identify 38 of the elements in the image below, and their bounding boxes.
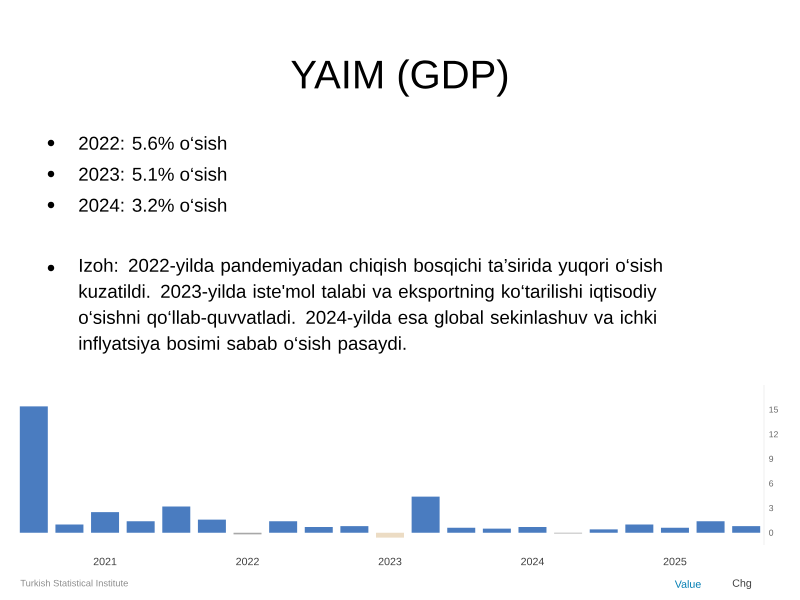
text: Value — [674, 580, 701, 588]
y-tick-label: 6 — [769, 480, 774, 487]
bar — [340, 526, 368, 533]
bar — [732, 526, 760, 533]
bar — [20, 406, 48, 533]
bar — [304, 526, 333, 533]
y-tick-label: 3 — [769, 505, 774, 512]
bar — [55, 524, 84, 533]
x-tick-label: 2023 — [378, 558, 402, 566]
bar — [518, 526, 546, 533]
y-tick-label: 9 — [769, 456, 774, 462]
y-tick-label: 12 — [769, 431, 778, 438]
bar — [91, 512, 120, 533]
text: 2024: 3.2% o‘sish — [79, 198, 226, 212]
bar — [660, 528, 689, 533]
x-tick-label: 2025 — [664, 558, 686, 566]
text: Chg — [732, 579, 752, 589]
text: Izoh: 2022-yilda pandemiyadan chiqish bosqichi ta’sirida yuqori o‘sish kuzatildi. 2023-yilda iste'mol talabi va eksportning ko‘tarilishi iqtisodiy o‘sishni qo‘llab-quvvatladi. 2024-yilda esa global sekinlashuv va ichki inflyatsiya bosimi sabab o‘sish pasaydi. — [79, 258, 662, 354]
bar — [162, 506, 190, 533]
y-tick-label: 0 — [769, 530, 774, 536]
bar — [376, 532, 404, 538]
bar — [696, 521, 725, 533]
text: 2023: 5.1% o‘sish — [79, 167, 226, 181]
text: Turkish Statistical Institute — [20, 580, 128, 586]
x-tick-label: 2022 — [236, 558, 259, 566]
bar — [126, 521, 155, 533]
text: 2022: 5.6% o‘sish — [79, 136, 226, 150]
bar — [198, 520, 226, 533]
bar — [447, 528, 476, 533]
x-tick-label: 2024 — [521, 558, 544, 566]
bar — [482, 528, 511, 533]
x-tick-label: 2021 — [94, 558, 116, 566]
bar — [412, 496, 440, 533]
y-tick-label: 15 — [769, 406, 778, 413]
bar — [590, 529, 618, 533]
bar — [269, 521, 298, 533]
chart-title: YAIM (GDP) — [291, 59, 508, 97]
bar — [625, 524, 654, 533]
